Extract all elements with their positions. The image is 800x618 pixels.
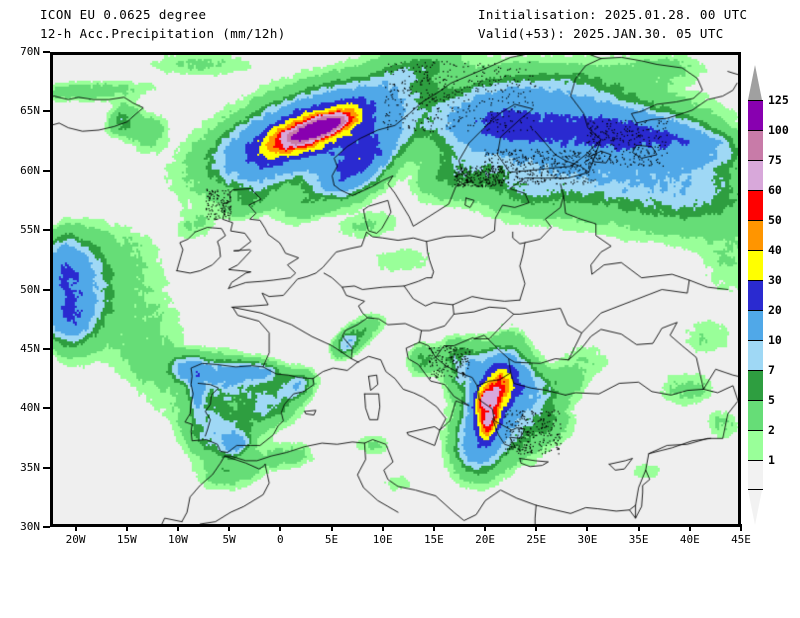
- lon-tick-mark: [176, 524, 179, 531]
- lat-tick-mark: [43, 229, 50, 232]
- lat-tick-mark: [43, 466, 50, 469]
- colorbar-tick-label: 30: [768, 273, 782, 287]
- lon-tick-mark: [381, 524, 384, 531]
- colorbar-tick-label: 50: [768, 213, 782, 227]
- colorbar-band: [748, 160, 763, 190]
- lat-tick-label: 65N: [20, 104, 40, 118]
- colorbar-band: [748, 280, 763, 310]
- lon-tick-mark: [74, 524, 77, 531]
- lat-tick-mark: [43, 407, 50, 410]
- colorbar-band: [748, 460, 763, 490]
- colorbar-band: [748, 190, 763, 220]
- colorbar-tick-label: 7: [768, 363, 775, 377]
- lon-tick-label: 5E: [324, 533, 339, 546]
- lon-tick-label: 45E: [731, 533, 751, 546]
- field-title: 12-h Acc.Precipitation (mm/12h): [40, 26, 286, 41]
- lon-tick-label: 35E: [628, 533, 649, 546]
- colorbar-tick-label: 100: [768, 123, 789, 137]
- lat-tick-mark: [43, 288, 50, 291]
- colorbar-band: [748, 130, 763, 160]
- colorbar-tick-label: 125: [768, 93, 789, 107]
- lon-tick-label: 30E: [577, 533, 598, 546]
- colorbar-tick-label: 1: [768, 453, 775, 467]
- colorbar-tick-label: 40: [768, 243, 782, 257]
- colorbar-band: [748, 370, 763, 400]
- colorbar-band: [748, 400, 763, 430]
- precipitation-raster: [53, 55, 738, 524]
- lat-tick-label: 30N: [20, 520, 40, 533]
- lon-tick-mark: [279, 524, 282, 531]
- lon-tick-label: 15E: [423, 533, 444, 546]
- colorbar-tick-label: 2: [768, 423, 775, 437]
- lon-tick-label: 25E: [526, 533, 547, 546]
- lon-tick-mark: [586, 524, 589, 531]
- colorbar: [748, 100, 763, 490]
- lat-tick-mark: [43, 110, 50, 113]
- lat-tick-label: 40N: [20, 401, 40, 415]
- colorbar-tick-label: 10: [768, 333, 782, 347]
- lat-tick-mark: [43, 51, 50, 53]
- colorbar-band: [748, 310, 763, 340]
- lon-tick-label: 40E: [679, 533, 700, 546]
- colorbar-above-max-arrow: [748, 65, 762, 100]
- colorbar-band: [748, 340, 763, 370]
- lon-tick-label: 5W: [222, 533, 236, 546]
- lon-tick-mark: [740, 524, 742, 531]
- lat-tick-mark: [43, 169, 50, 172]
- lon-tick-mark: [484, 524, 487, 531]
- lon-tick-mark: [535, 524, 538, 531]
- colorbar-tick-label: 60: [768, 183, 782, 197]
- colorbar-tick-label: 5: [768, 393, 775, 407]
- lon-tick-mark: [688, 524, 691, 531]
- colorbar-band: [748, 250, 763, 280]
- lon-tick-mark: [228, 524, 231, 531]
- lat-tick-label: 50N: [20, 282, 40, 296]
- colorbar-band: [748, 220, 763, 250]
- colorbar-tick-label: 20: [768, 303, 782, 317]
- colorbar-band: [748, 100, 763, 130]
- lon-tick-mark: [637, 524, 640, 531]
- lon-tick-label: 10E: [372, 533, 393, 546]
- lon-tick-label: 15W: [116, 533, 137, 546]
- lat-tick-label: 45N: [20, 341, 40, 355]
- lat-tick-label: 60N: [20, 163, 40, 177]
- colorbar-below-min-arrow: [748, 490, 762, 525]
- colorbar-tick-label: 75: [768, 153, 782, 167]
- lat-tick-mark: [43, 347, 50, 350]
- lat-tick-label: 35N: [20, 460, 40, 474]
- lon-tick-label: 20E: [475, 533, 495, 546]
- lat-tick-mark: [43, 526, 50, 528]
- lat-tick-label: 70N: [20, 45, 40, 58]
- lon-tick-label: 0: [277, 533, 284, 546]
- colorbar-band: [748, 430, 763, 460]
- lon-tick-label: 20W: [65, 533, 86, 546]
- model-title: ICON EU 0.0625 degree: [40, 7, 207, 22]
- valid-time: Valid(+53): 2025.JAN.30. 05 UTC: [478, 26, 724, 41]
- map-plot-area: [50, 52, 741, 527]
- lat-tick-label: 55N: [20, 223, 40, 237]
- lon-tick-mark: [432, 524, 435, 531]
- lon-tick-mark: [330, 524, 333, 531]
- lon-tick-label: 10W: [168, 533, 188, 546]
- initialisation-time: Initialisation: 2025.01.28. 00 UTC: [478, 7, 748, 22]
- lon-tick-mark: [125, 524, 128, 531]
